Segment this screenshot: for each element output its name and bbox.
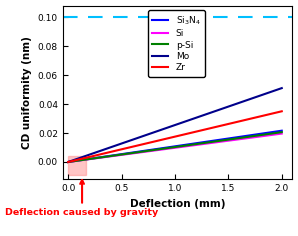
Si — [193, 144, 197, 147]
Si$_3$N$_4$ — [67, 160, 71, 163]
p-Si — [66, 160, 70, 163]
p-Si — [193, 143, 196, 146]
Zr — [260, 115, 263, 118]
Line: Si: Si — [68, 134, 282, 162]
p-Si — [67, 160, 71, 163]
X-axis label: Deflection (mm): Deflection (mm) — [130, 199, 225, 209]
Text: Deflection caused by gravity: Deflection caused by gravity — [5, 180, 159, 217]
Si$_3$N$_4$ — [280, 129, 284, 132]
Zr — [193, 130, 197, 133]
Y-axis label: CD uniformity (nm): CD uniformity (nm) — [22, 36, 32, 149]
Si — [67, 160, 71, 163]
Mo — [246, 98, 250, 101]
Si — [260, 135, 263, 138]
Line: Si$_3$N$_4$: Si$_3$N$_4$ — [68, 131, 282, 162]
Si$_3$N$_4$ — [193, 142, 197, 145]
Si$_3$N$_4$ — [260, 132, 263, 135]
Mo — [193, 117, 196, 120]
Si$_3$N$_4$ — [66, 160, 70, 163]
Mo — [67, 160, 71, 163]
Bar — [68, 156, 86, 175]
p-Si — [246, 135, 250, 138]
p-Si — [197, 142, 201, 145]
Mo — [260, 94, 263, 97]
Si$_3$N$_4$ — [193, 142, 196, 145]
Zr — [246, 118, 250, 121]
Line: Mo: Mo — [68, 88, 282, 162]
Si — [193, 144, 196, 147]
Zr — [67, 160, 71, 163]
Zr — [193, 131, 196, 133]
Si$_3$N$_4$ — [246, 134, 250, 137]
Mo — [193, 117, 197, 119]
Si — [66, 160, 70, 163]
Zr — [197, 130, 201, 132]
Mo — [66, 160, 70, 163]
Line: Zr: Zr — [68, 111, 282, 162]
Line: p-Si: p-Si — [68, 132, 282, 162]
Mo — [280, 87, 284, 89]
Legend: Si$_3$N$_4$, Si, p-Si, Mo, Zr: Si$_3$N$_4$, Si, p-Si, Mo, Zr — [148, 10, 205, 77]
Si — [246, 137, 250, 139]
Zr — [66, 160, 70, 163]
Mo — [197, 115, 201, 118]
Si$_3$N$_4$ — [197, 141, 201, 144]
Zr — [280, 110, 284, 113]
p-Si — [260, 134, 263, 136]
Si — [197, 143, 201, 146]
p-Si — [280, 131, 284, 134]
p-Si — [193, 143, 197, 146]
Si — [280, 132, 284, 135]
